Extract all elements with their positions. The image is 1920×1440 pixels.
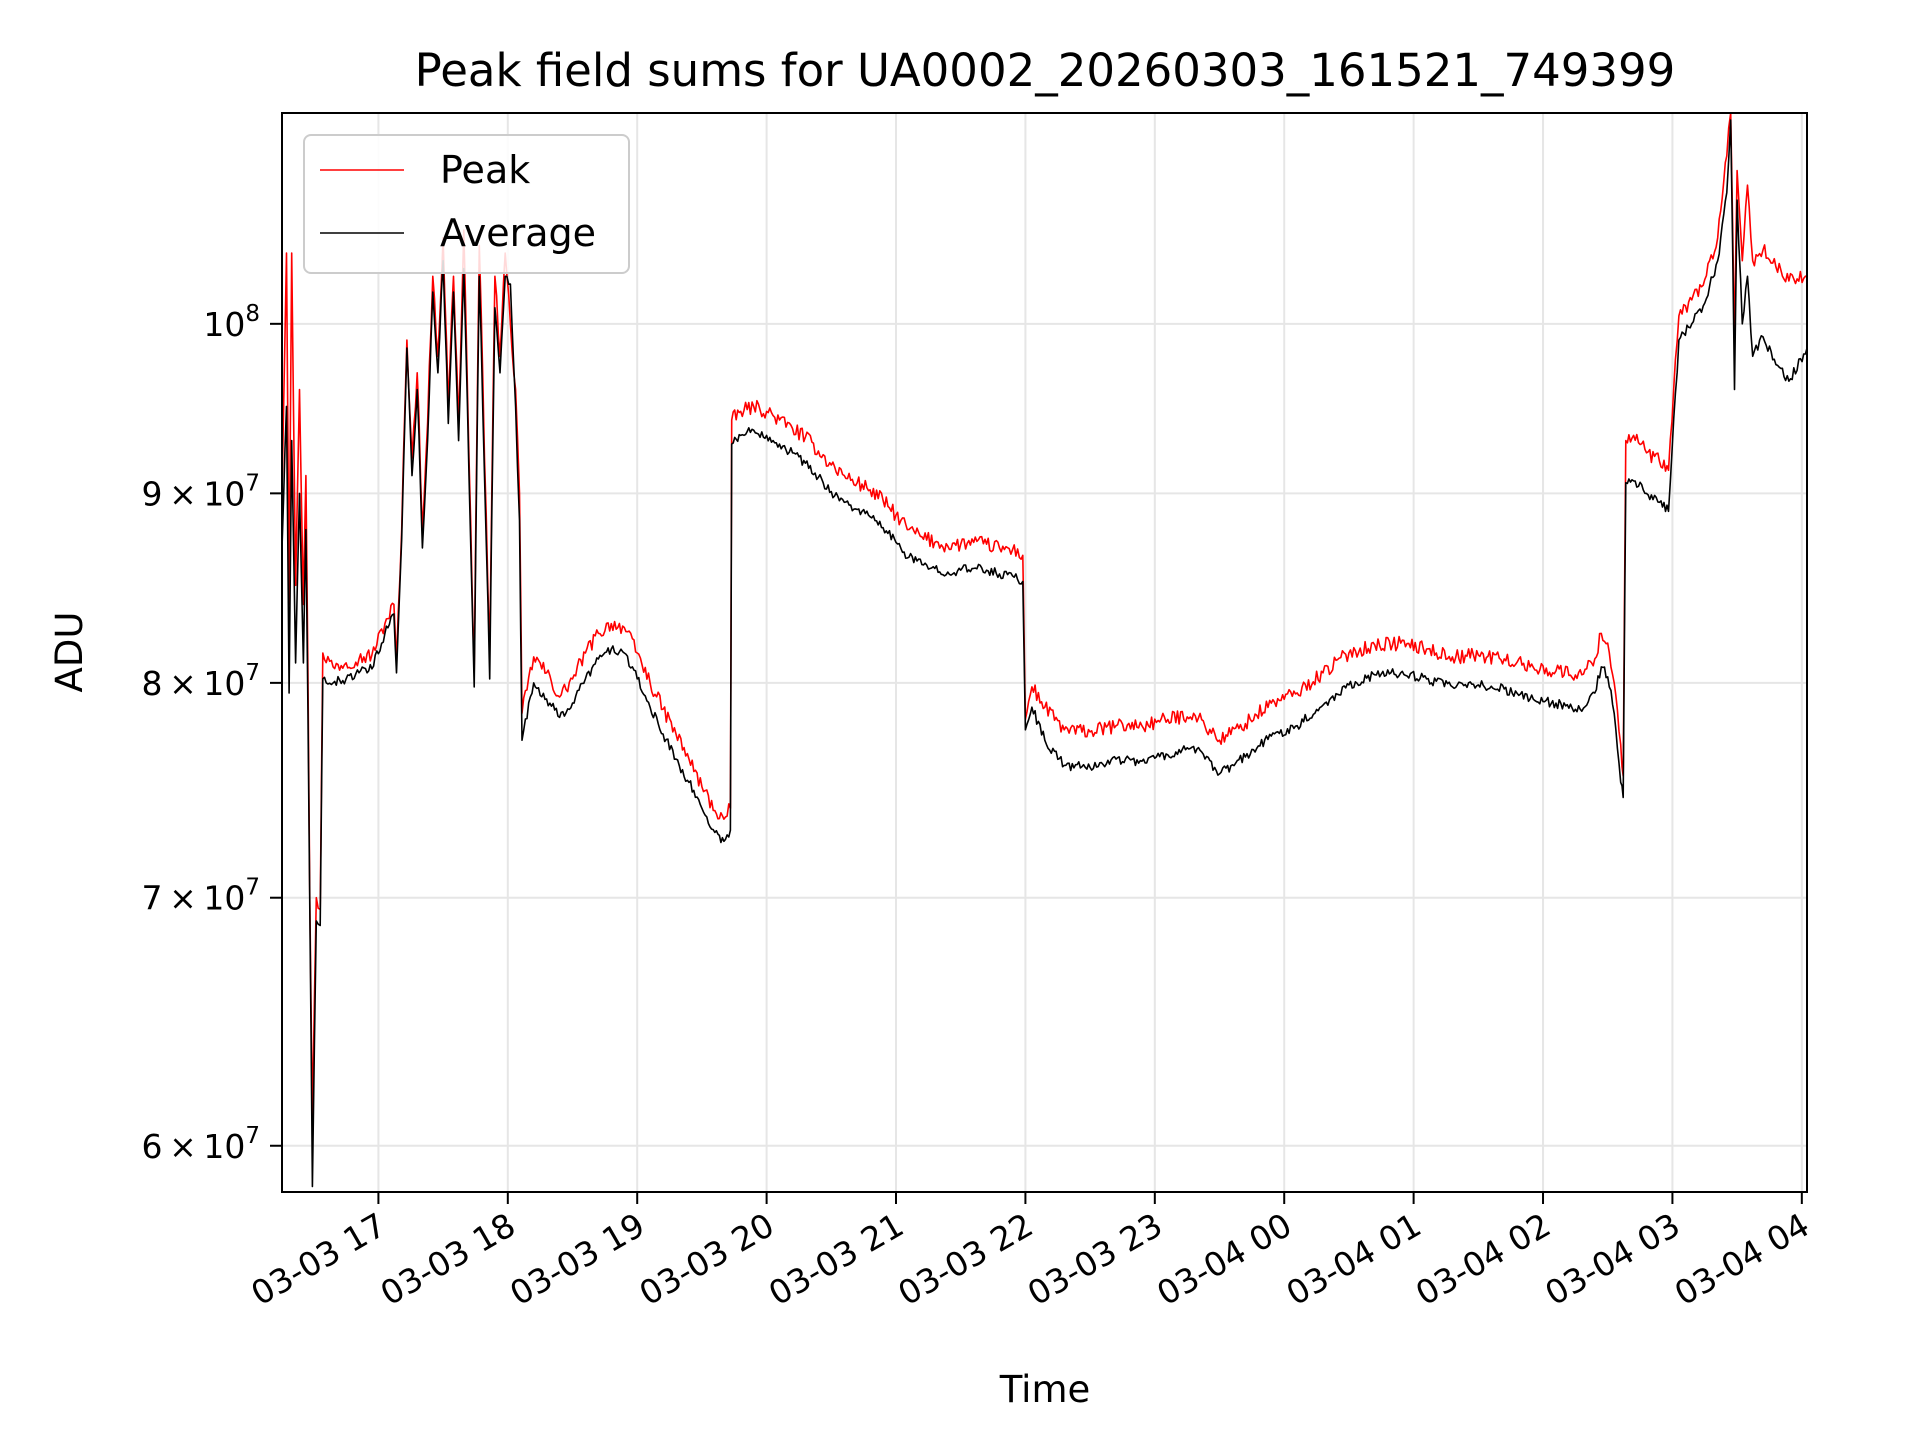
- y-axis-ticks: 6 × 107 7 × 107 8 × 107 9 × 107 108: [142, 301, 282, 1166]
- y-tick-label: 8 × 107: [142, 660, 260, 703]
- series-line-average: [282, 119, 1807, 1188]
- y-tick-label: 9 × 107: [142, 470, 260, 513]
- legend-average-label: Average: [440, 211, 596, 255]
- legend-peak-label: Peak: [440, 148, 530, 192]
- y-tick-label: 108: [203, 301, 260, 344]
- legend: Peak Average: [303, 134, 630, 274]
- series-line-peak: [282, 113, 1807, 1120]
- y-tick-label: 7 × 107: [142, 875, 260, 918]
- y-tick-label: 6 × 107: [142, 1123, 260, 1166]
- y-axis-label: ADU: [48, 612, 91, 693]
- x-axis-label: Time: [999, 1368, 1091, 1411]
- grid-lines: [282, 113, 1807, 1192]
- chart-title: Peak field sums for UA0002_20260303_1615…: [415, 44, 1676, 97]
- plot-frame: [281, 112, 1808, 1193]
- plot-series: [282, 113, 1807, 1188]
